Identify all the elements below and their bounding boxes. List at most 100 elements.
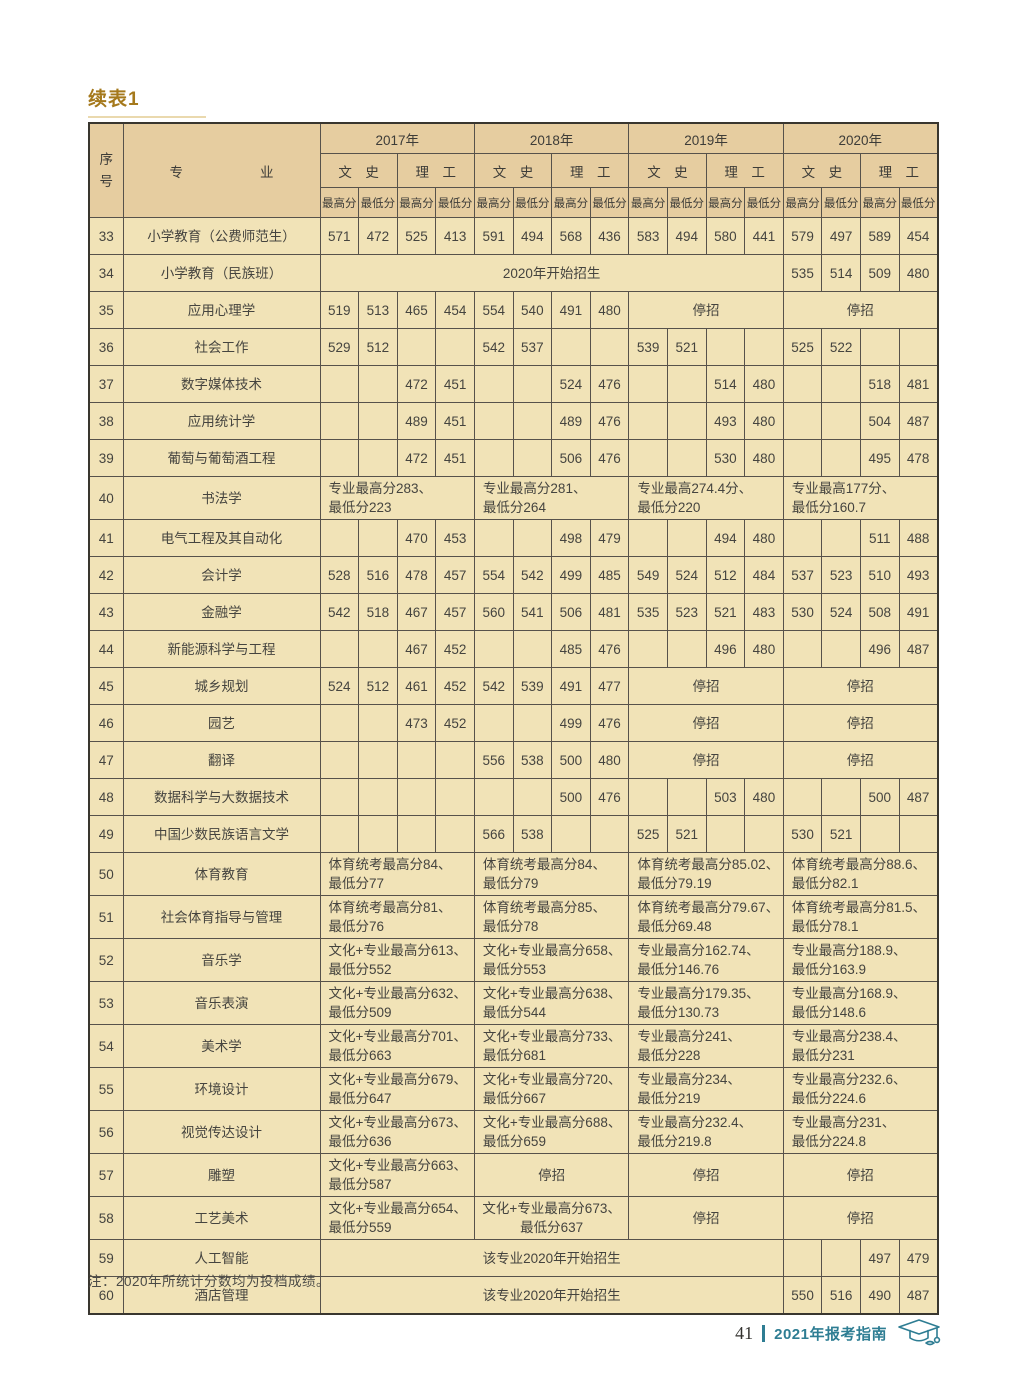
major-name: 社会体育指导与管理 <box>122 895 321 939</box>
score-cell <box>435 815 475 853</box>
score-cell <box>319 815 360 853</box>
score-cell: 491 <box>551 667 591 705</box>
score-cell: 484 <box>744 556 784 594</box>
score-cell: 472 <box>396 365 437 403</box>
score-cell: 472 <box>396 439 437 477</box>
score-cell: 500 <box>551 778 591 816</box>
score-cell: 511 <box>859 519 900 557</box>
major-name: 新能源科学与工程 <box>122 630 321 668</box>
row-number: 35 <box>88 291 124 329</box>
score-cell: 506 <box>551 593 591 631</box>
score-cell <box>628 439 668 477</box>
score-cell: 497 <box>859 1239 900 1277</box>
score-cell: 535 <box>628 593 668 631</box>
score-span-cell: 文化+专业最高分638、 最低分544 <box>473 981 630 1025</box>
col-header-stream: 文 史 <box>628 153 707 188</box>
table-row: 56 视觉传达设计 文化+专业最高分673、 最低分636 文化+专业最高分688、 … <box>88 1110 939 1154</box>
score-cell: 498 <box>551 519 591 557</box>
table-row: 35 应用心理学 519 513 465 454 554 540 491 480 停招 停招 <box>88 291 939 329</box>
col-header-score: 最高分 <box>859 187 900 218</box>
score-cell <box>551 328 591 366</box>
major-name: 电气工程及其自动化 <box>122 519 321 557</box>
score-cell: 461 <box>396 667 437 705</box>
row-number: 52 <box>88 938 124 982</box>
major-name: 小学教育（民族班） <box>122 254 321 292</box>
score-cell <box>512 365 553 403</box>
score-cell <box>435 328 475 366</box>
score-cell: 476 <box>589 439 630 477</box>
score-cell: 494 <box>512 217 553 255</box>
col-header-year-3: 2019年 <box>628 122 784 154</box>
score-span-cell: 文化+专业最高分663、 最低分587 <box>319 1153 475 1197</box>
score-cell: 525 <box>782 328 823 366</box>
score-cell: 479 <box>589 519 630 557</box>
table-row: 33 小学教育（公费师范生） 571 472 525 413 591 494 568 436 583… <box>88 217 939 255</box>
col-header-stream: 文 史 <box>473 153 553 188</box>
table-row: 52 音乐学 文化+专业最高分613、 最低分552 文化+专业最高分658、 最低分… <box>88 938 939 982</box>
row-number: 59 <box>88 1239 124 1277</box>
major-name: 音乐学 <box>122 938 321 982</box>
major-name: 中国少数民族语言文学 <box>122 815 321 853</box>
row-number: 55 <box>88 1067 124 1111</box>
col-header-score: 最低分 <box>744 187 784 218</box>
score-cell: 493 <box>898 556 939 594</box>
score-cell: 480 <box>744 519 784 557</box>
score-cell: 476 <box>589 365 630 403</box>
score-cell <box>358 815 398 853</box>
score-cell: 454 <box>435 291 475 329</box>
score-cell: 476 <box>589 704 630 742</box>
col-header-stream: 理 工 <box>551 153 630 188</box>
suspended-cell: 停招 <box>782 1196 939 1240</box>
score-cell <box>628 402 668 440</box>
score-cell: 525 <box>628 815 668 853</box>
major-name: 会计学 <box>122 556 321 594</box>
score-cell: 494 <box>666 217 707 255</box>
score-cell <box>628 365 668 403</box>
score-cell <box>821 630 861 668</box>
score-span-cell: 文化+专业最高分673、 最低分637 <box>473 1196 630 1240</box>
score-cell: 542 <box>473 667 514 705</box>
row-number: 41 <box>88 519 124 557</box>
col-header-score: 最高分 <box>551 187 591 218</box>
score-cell: 580 <box>705 217 746 255</box>
score-cell: 504 <box>859 402 900 440</box>
score-cell: 465 <box>396 291 437 329</box>
score-cell <box>319 439 360 477</box>
col-header-score: 最低分 <box>512 187 553 218</box>
score-cell: 541 <box>512 593 553 631</box>
score-span-cell: 文化+专业最高分720、 最低分667 <box>473 1067 630 1111</box>
score-cell <box>782 402 823 440</box>
score-cell <box>473 630 514 668</box>
score-cell <box>782 365 823 403</box>
score-cell: 509 <box>859 254 900 292</box>
row-number: 44 <box>88 630 124 668</box>
major-name: 环境设计 <box>122 1067 321 1111</box>
score-cell: 512 <box>358 667 398 705</box>
score-cell: 539 <box>628 328 668 366</box>
score-span-cell: 专业最高分232.4、 最低分219.8 <box>628 1110 784 1154</box>
score-cell: 518 <box>859 365 900 403</box>
col-header-score: 最高分 <box>782 187 823 218</box>
table-row: 47 翻译 556 538 500 480 停招 停招 <box>88 741 939 779</box>
score-cell <box>821 402 861 440</box>
score-cell: 542 <box>512 556 553 594</box>
suspended-cell: 停招 <box>782 291 939 329</box>
major-name: 视觉传达设计 <box>122 1110 321 1154</box>
score-span-cell: 专业最高分179.35、 最低分130.73 <box>628 981 784 1025</box>
score-cell <box>512 519 553 557</box>
score-cell: 542 <box>319 593 360 631</box>
score-cell: 489 <box>551 402 591 440</box>
major-name: 城乡规划 <box>122 667 321 705</box>
score-cell <box>358 365 398 403</box>
score-cell: 480 <box>744 402 784 440</box>
score-span-cell: 文化+专业最高分701、 最低分663 <box>319 1024 475 1068</box>
score-cell <box>589 815 630 853</box>
score-cell: 554 <box>473 291 514 329</box>
major-name: 雕塑 <box>122 1153 321 1197</box>
score-cell: 480 <box>589 741 630 779</box>
table-row: 58 工艺美术 文化+专业最高分654、 最低分559 文化+专业最高分673、 最低… <box>88 1196 939 1240</box>
score-cell <box>319 778 360 816</box>
row-number: 49 <box>88 815 124 853</box>
score-cell: 560 <box>473 593 514 631</box>
score-cell: 451 <box>435 365 475 403</box>
